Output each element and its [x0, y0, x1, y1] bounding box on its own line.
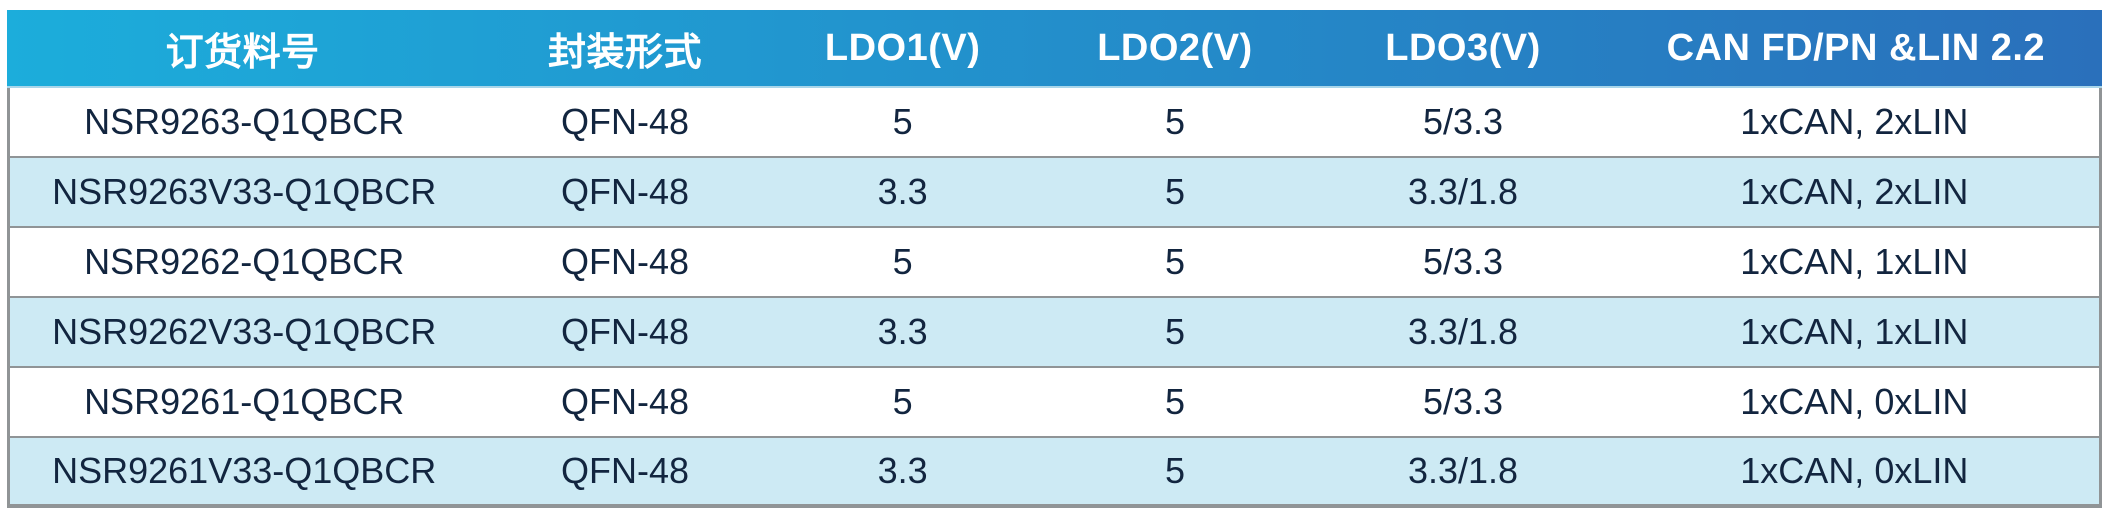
table-cell-col3: 3.3 — [771, 158, 1034, 228]
part-selection-table-container: 订货料号 封装形式 LDO1(V) LDO2(V) LDO3(V) CAN FD… — [7, 10, 2102, 508]
table-cell-col4: 5 — [1033, 438, 1317, 508]
table-cell-col1: NSR9262-Q1QBCR — [7, 228, 479, 298]
part-selection-table: 订货料号 封装形式 LDO1(V) LDO2(V) LDO3(V) CAN FD… — [7, 10, 2102, 508]
column-header-part-number: 订货料号 — [7, 10, 479, 88]
table-body: NSR9263-Q1QBCR QFN-48 5 5 5/3.3 1xCAN, 2xLIN N… — [7, 88, 2102, 508]
table-cell-col5: 5/3.3 — [1316, 368, 1610, 438]
table-cell-col1: NSR9263-Q1QBCR — [7, 88, 479, 158]
table-cell-col6: 1xCAN, 0xLIN — [1609, 368, 2102, 438]
column-header-ldo1: LDO1(V) — [771, 10, 1034, 88]
table-cell-col1: NSR9263V33-Q1QBCR — [7, 158, 479, 228]
table-row: NSR9261-Q1QBCR QFN-48 5 5 5/3.3 1xCAN, 0xLIN — [7, 368, 2102, 438]
table-cell-col3: 5 — [771, 88, 1034, 158]
table-cell-col5: 3.3/1.8 — [1316, 158, 1610, 228]
table-header-row: 订货料号 封装形式 LDO1(V) LDO2(V) LDO3(V) CAN FD… — [7, 10, 2102, 88]
table-cell-col3: 5 — [771, 368, 1034, 438]
table-cell-col1: NSR9261-Q1QBCR — [7, 368, 479, 438]
table-cell-col4: 5 — [1033, 298, 1317, 368]
table-cell-col6: 1xCAN, 2xLIN — [1609, 158, 2102, 228]
table-cell-col5: 5/3.3 — [1316, 228, 1610, 298]
table-cell-col2: QFN-48 — [478, 368, 772, 438]
table-cell-col2: QFN-48 — [478, 158, 772, 228]
table-cell-col3: 3.3 — [771, 298, 1034, 368]
column-header-ldo3: LDO3(V) — [1316, 10, 1610, 88]
table-cell-col6: 1xCAN, 1xLIN — [1609, 298, 2102, 368]
table-cell-col1: NSR9262V33-Q1QBCR — [7, 298, 479, 368]
table-cell-col4: 5 — [1033, 368, 1317, 438]
table-row: NSR9262V33-Q1QBCR QFN-48 3.3 5 3.3/1.8 1xCAN,… — [7, 298, 2102, 368]
table-row: NSR9263-Q1QBCR QFN-48 5 5 5/3.3 1xCAN, 2xLIN — [7, 88, 2102, 158]
table-cell-col5: 3.3/1.8 — [1316, 438, 1610, 508]
table-cell-col2: QFN-48 — [478, 438, 772, 508]
table-cell-col4: 5 — [1033, 158, 1317, 228]
column-header-can-lin: CAN FD/PN &LIN 2.2 — [1609, 10, 2102, 88]
column-header-ldo2: LDO2(V) — [1033, 10, 1317, 88]
table-cell-col5: 5/3.3 — [1316, 88, 1610, 158]
table-header: 订货料号 封装形式 LDO1(V) LDO2(V) LDO3(V) CAN FD… — [7, 10, 2102, 88]
table-cell-col5: 3.3/1.8 — [1316, 298, 1610, 368]
table-cell-col2: QFN-48 — [478, 88, 772, 158]
table-cell-col6: 1xCAN, 1xLIN — [1609, 228, 2102, 298]
column-header-package: 封装形式 — [478, 10, 772, 88]
table-cell-col2: QFN-48 — [478, 298, 772, 368]
table-cell-col6: 1xCAN, 0xLIN — [1609, 438, 2102, 508]
table-row: NSR9261V33-Q1QBCR QFN-48 3.3 5 3.3/1.8 1xCAN,… — [7, 438, 2102, 508]
table-cell-col3: 5 — [771, 228, 1034, 298]
table-cell-col4: 5 — [1033, 228, 1317, 298]
table-cell-col3: 3.3 — [771, 438, 1034, 508]
table-row: NSR9263V33-Q1QBCR QFN-48 3.3 5 3.3/1.8 1xCAN,… — [7, 158, 2102, 228]
table-row: NSR9262-Q1QBCR QFN-48 5 5 5/3.3 1xCAN, 1xLIN — [7, 228, 2102, 298]
table-cell-col1: NSR9261V33-Q1QBCR — [7, 438, 479, 508]
table-cell-col6: 1xCAN, 2xLIN — [1609, 88, 2102, 158]
table-cell-col4: 5 — [1033, 88, 1317, 158]
table-cell-col2: QFN-48 — [478, 228, 772, 298]
